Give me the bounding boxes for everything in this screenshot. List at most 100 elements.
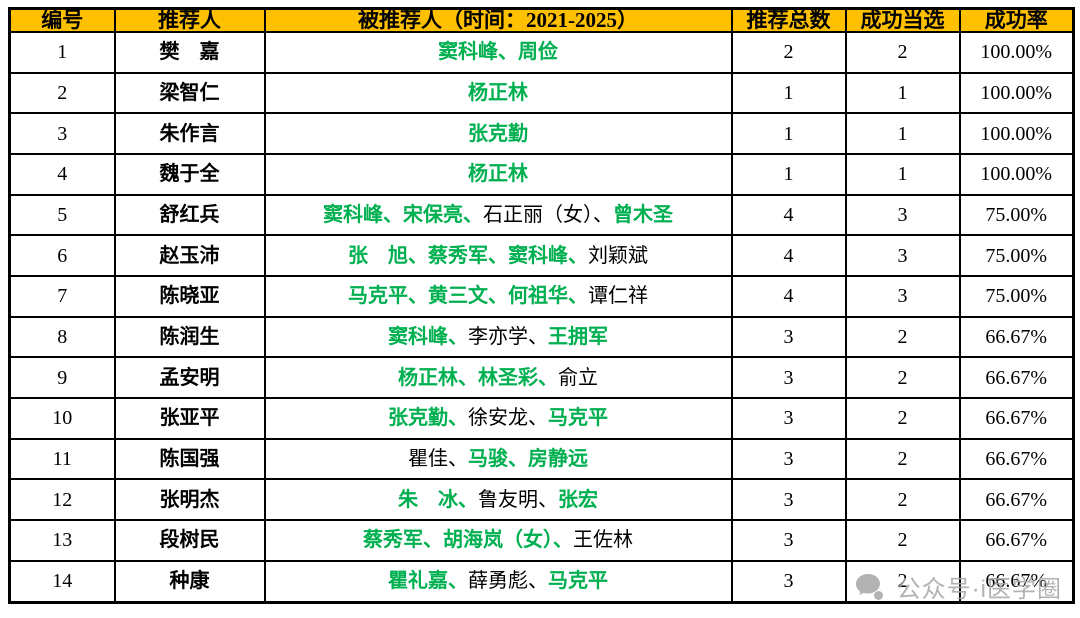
cell-id: 4 bbox=[8, 153, 116, 196]
recommended-name-not-elected: 瞿佳、 bbox=[408, 448, 468, 471]
table-row: 3 朱作言 张克勤 1 1 100.00% bbox=[8, 112, 1075, 156]
cell-id: 8 bbox=[8, 315, 116, 359]
cell-total: 3 bbox=[730, 356, 847, 400]
cell-recommender: 张明杰 bbox=[113, 478, 266, 522]
recommended-name-elected: 杨正林 bbox=[468, 82, 528, 104]
cell-recommender: 段树民 bbox=[113, 519, 266, 562]
table-row: 1 樊 嘉 窦科峰、周俭 2 2 100.00% bbox=[8, 31, 1075, 74]
recommended-name-elected: 张 旭、蔡秀军、窦科峰、 bbox=[348, 244, 588, 267]
recommended-name-elected: 马克平 bbox=[548, 570, 608, 593]
recommended-name-not-elected: 薛勇彪、 bbox=[468, 570, 548, 593]
cell-total: 3 bbox=[730, 519, 847, 562]
col-header-recommender: 推荐人 bbox=[113, 7, 266, 33]
cell-id: 1 bbox=[8, 31, 116, 74]
table-header: 编号 推荐人 被推荐人（时间：2021-2025） 推荐总数 成功当选 成功率 bbox=[8, 7, 1075, 33]
cell-recommender: 陈晓亚 bbox=[113, 275, 266, 318]
cell-recommended-names: 瞿佳、马骏、房静远 bbox=[263, 437, 733, 481]
table-row: 5 舒红兵 窦科峰、宋保亮、石正丽（女）、曾木圣 4 3 75.00% bbox=[8, 193, 1075, 237]
cell-recommended-names: 张 旭、蔡秀军、窦科峰、刘颖斌 bbox=[263, 234, 733, 278]
cell-elected-count: 1 bbox=[844, 112, 961, 156]
cell-success-rate: 100.00% bbox=[958, 31, 1075, 74]
cell-success-rate: 100.00% bbox=[958, 112, 1075, 156]
cell-recommender: 陈国强 bbox=[113, 437, 266, 481]
cell-id: 12 bbox=[8, 478, 116, 522]
cell-total: 3 bbox=[730, 437, 847, 481]
col-header-total: 推荐总数 bbox=[730, 7, 847, 33]
cell-elected-count: 1 bbox=[844, 153, 961, 196]
recommended-name-elected: 蔡秀军、胡海岚（女）、 bbox=[363, 529, 573, 552]
cell-id: 10 bbox=[8, 397, 116, 440]
cell-elected-count: 2 bbox=[844, 397, 961, 440]
recommendation-table: 编号 推荐人 被推荐人（时间：2021-2025） 推荐总数 成功当选 成功率 … bbox=[8, 7, 1075, 604]
recommended-name-not-elected: 徐安龙、 bbox=[468, 407, 548, 430]
cell-total: 2 bbox=[730, 31, 847, 74]
cell-recommended-names: 杨正林、林圣彩、俞立 bbox=[263, 356, 733, 400]
cell-elected-count: 3 bbox=[844, 234, 961, 278]
cell-total: 4 bbox=[730, 234, 847, 278]
cell-recommended-names: 瞿礼嘉、薛勇彪、马克平 bbox=[263, 559, 733, 604]
recommended-name-elected: 王拥军 bbox=[548, 326, 608, 349]
recommended-name-elected: 马克平、黄三文、何祖华、 bbox=[348, 285, 588, 308]
cell-recommender: 舒红兵 bbox=[113, 193, 266, 237]
col-header-recommended: 被推荐人（时间：2021-2025） bbox=[263, 7, 733, 33]
cell-recommended-names: 杨正林 bbox=[263, 71, 733, 115]
cell-total: 3 bbox=[730, 478, 847, 522]
col-header-id: 编号 bbox=[8, 7, 116, 33]
cell-success-rate: 66.67% bbox=[958, 437, 1075, 481]
cell-recommender: 朱作言 bbox=[113, 112, 266, 156]
cell-elected-count: 3 bbox=[844, 275, 961, 318]
cell-total: 3 bbox=[730, 397, 847, 440]
cell-elected-count: 3 bbox=[844, 193, 961, 237]
cell-total: 1 bbox=[730, 71, 847, 115]
table-row: 8 陈润生 窦科峰、李亦学、王拥军 3 2 66.67% bbox=[8, 315, 1075, 359]
cell-id: 2 bbox=[8, 71, 116, 115]
cell-total: 3 bbox=[730, 559, 847, 604]
cell-total: 1 bbox=[730, 153, 847, 196]
recommended-name-not-elected: 王佐林 bbox=[573, 529, 633, 552]
cell-recommended-names: 张克勤、徐安龙、马克平 bbox=[263, 397, 733, 440]
cell-recommender: 种康 bbox=[113, 559, 266, 604]
cell-success-rate: 100.00% bbox=[958, 153, 1075, 196]
cell-recommended-names: 杨正林 bbox=[263, 153, 733, 196]
cell-id: 13 bbox=[8, 519, 116, 562]
header-row: 编号 推荐人 被推荐人（时间：2021-2025） 推荐总数 成功当选 成功率 bbox=[8, 7, 1075, 33]
recommended-name-elected: 杨正林 bbox=[468, 163, 528, 186]
cell-elected-count: 2 bbox=[844, 31, 961, 74]
cell-recommended-names: 蔡秀军、胡海岚（女）、王佐林 bbox=[263, 519, 733, 562]
recommended-name-elected: 杨正林、林圣彩、 bbox=[398, 366, 558, 389]
cell-success-rate: 66.67% bbox=[958, 356, 1075, 400]
cell-id: 14 bbox=[8, 559, 116, 604]
cell-elected-count: 2 bbox=[844, 437, 961, 481]
cell-success-rate: 75.00% bbox=[958, 234, 1075, 278]
cell-success-rate: 100.00% bbox=[958, 71, 1075, 115]
recommended-name-elected: 张宏 bbox=[558, 488, 598, 511]
cell-success-rate: 66.67% bbox=[958, 397, 1075, 440]
cell-success-rate: 66.67% bbox=[958, 478, 1075, 522]
cell-id: 11 bbox=[8, 437, 116, 481]
recommended-name-not-elected: 石正丽（女）、 bbox=[483, 204, 613, 227]
cell-elected-count: 2 bbox=[844, 478, 961, 522]
recommended-name-elected: 窦科峰、 bbox=[388, 326, 468, 349]
cell-elected-count: 1 bbox=[844, 71, 961, 115]
cell-total: 3 bbox=[730, 315, 847, 359]
cell-recommender: 樊 嘉 bbox=[113, 31, 266, 74]
cell-id: 5 bbox=[8, 193, 116, 237]
cell-total: 1 bbox=[730, 112, 847, 156]
cell-id: 7 bbox=[8, 275, 116, 318]
cell-recommender: 赵玉沛 bbox=[113, 234, 266, 278]
recommended-name-elected: 曾木圣 bbox=[613, 204, 673, 227]
table-row: 11 陈国强 瞿佳、马骏、房静远 3 2 66.67% bbox=[8, 437, 1075, 481]
cell-elected-count: 2 bbox=[844, 356, 961, 400]
recommended-name-elected: 瞿礼嘉、 bbox=[388, 570, 468, 593]
cell-recommended-names: 窦科峰、周俭 bbox=[263, 31, 733, 74]
recommended-name-not-elected: 谭仁祥 bbox=[588, 285, 648, 308]
cell-recommended-names: 马克平、黄三文、何祖华、谭仁祥 bbox=[263, 275, 733, 318]
recommended-name-not-elected: 俞立 bbox=[558, 366, 598, 389]
table-row: 6 赵玉沛 张 旭、蔡秀军、窦科峰、刘颖斌 4 3 75.00% bbox=[8, 234, 1075, 278]
cell-success-rate: 66.67% bbox=[958, 315, 1075, 359]
table-row: 7 陈晓亚 马克平、黄三文、何祖华、谭仁祥 4 3 75.00% bbox=[8, 275, 1075, 318]
recommended-name-not-elected: 鲁友明、 bbox=[478, 488, 558, 511]
table-row: 12 张明杰 朱 冰、鲁友明、张宏 3 2 66.67% bbox=[8, 478, 1075, 522]
cell-success-rate: 66.67% bbox=[958, 519, 1075, 562]
cell-recommended-names: 窦科峰、李亦学、王拥军 bbox=[263, 315, 733, 359]
